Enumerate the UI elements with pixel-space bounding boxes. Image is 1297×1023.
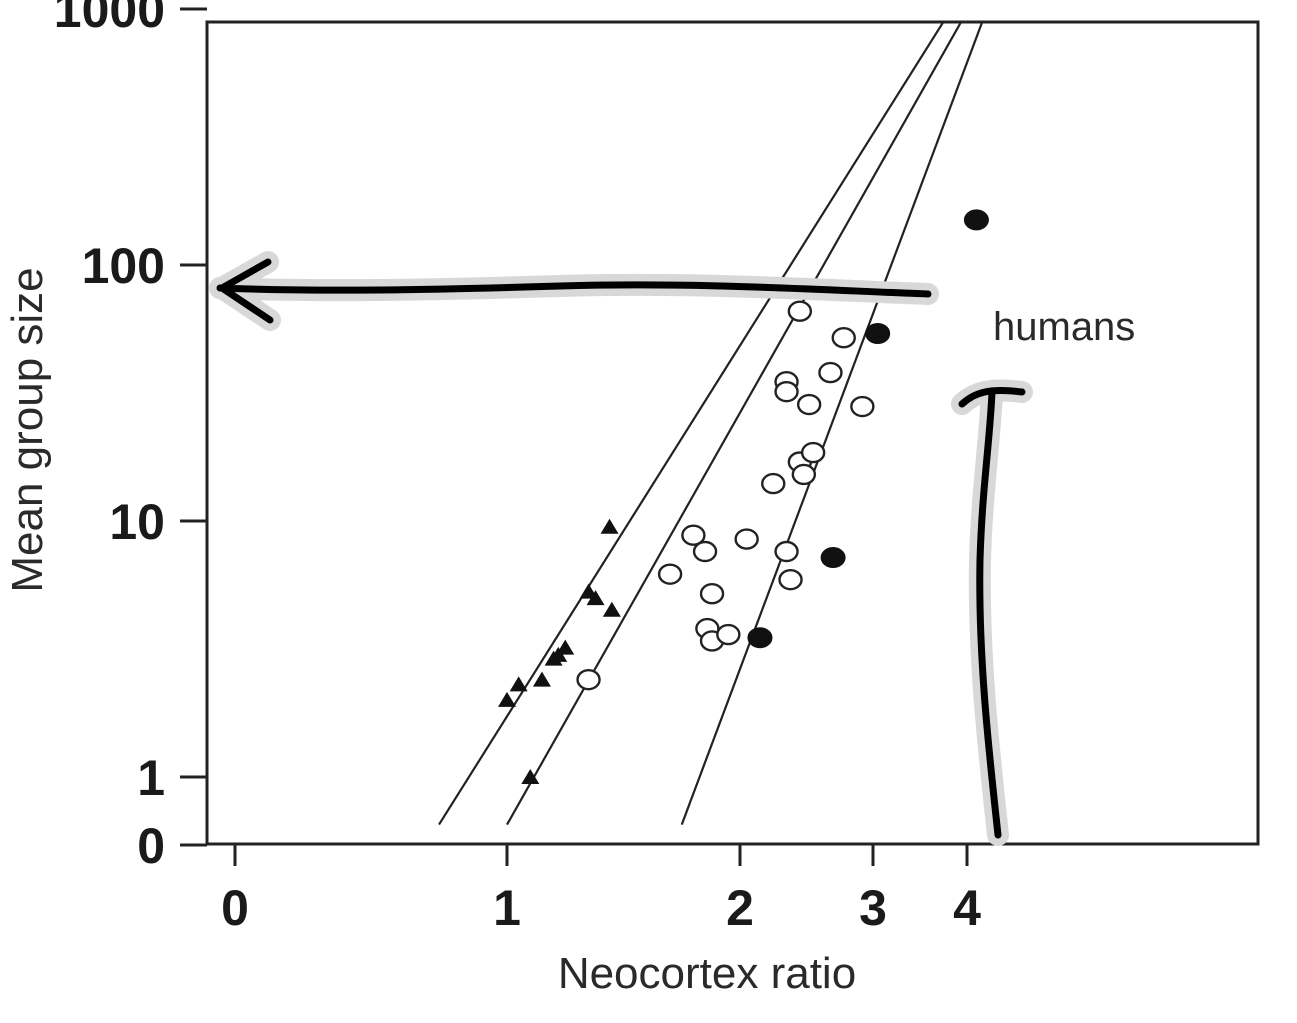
open-circle-point	[761, 472, 786, 495]
filled-circle-point	[820, 547, 846, 569]
triangle-point	[600, 518, 619, 534]
triangle-point	[498, 691, 516, 707]
triangle-point	[602, 601, 621, 617]
open-circle-point	[778, 568, 803, 591]
filled-circle-point	[865, 323, 891, 345]
open-circle-point	[657, 563, 683, 585]
x-tick-label: 4	[953, 880, 981, 936]
fit-line	[438, 22, 945, 826]
fit-line	[506, 22, 963, 826]
x-tick-label: 2	[726, 880, 754, 936]
y-tick-label: 0	[137, 818, 165, 874]
x-tick-label: 0	[221, 880, 249, 936]
triangle-point	[556, 639, 575, 655]
up-arrow-annotation	[951, 379, 1033, 846]
data-points	[498, 209, 989, 784]
triangle-point	[521, 769, 540, 784]
filled-circle-point	[963, 209, 989, 231]
y-axis: 0 1 10 100 1000	[54, 0, 207, 874]
x-tick-label: 3	[859, 880, 887, 936]
open-circle-point	[774, 540, 799, 563]
open-circle-point	[800, 441, 826, 464]
filled-circle-point	[747, 627, 773, 649]
open-circle-point	[774, 380, 799, 403]
fit-line	[680, 22, 984, 825]
open-circle-point	[818, 361, 843, 384]
open-circle-point	[831, 327, 856, 349]
x-tick-label: 1	[493, 880, 521, 936]
open-circle-point	[796, 393, 822, 416]
fit-lines	[438, 22, 984, 826]
triangle-point	[586, 590, 605, 606]
x-axis: 0 1 2 3 4	[221, 844, 981, 936]
triangle-point	[509, 676, 528, 692]
y-tick-label: 1000	[54, 0, 165, 38]
open-circle-point	[681, 524, 706, 546]
y-tick-label: 100	[82, 238, 165, 294]
triangle-point	[532, 671, 551, 687]
y-tick-label: 10	[109, 494, 165, 550]
open-circle-point	[734, 528, 759, 550]
open-circle-point	[692, 540, 718, 563]
y-tick-label: 1	[137, 750, 165, 806]
open-circle-point	[699, 583, 725, 605]
x-axis-title: Neocortex ratio	[558, 949, 856, 998]
y-axis-title: Mean group size	[3, 267, 52, 592]
open-circle-point	[787, 300, 813, 322]
open-circle-point	[791, 463, 817, 486]
left-arrow-annotation	[209, 251, 939, 331]
plot-frame	[205, 20, 1260, 846]
humans-label: humans	[993, 305, 1135, 349]
open-circle-point	[576, 668, 601, 691]
open-circle-point	[850, 395, 875, 418]
open-circle-point	[716, 623, 741, 646]
